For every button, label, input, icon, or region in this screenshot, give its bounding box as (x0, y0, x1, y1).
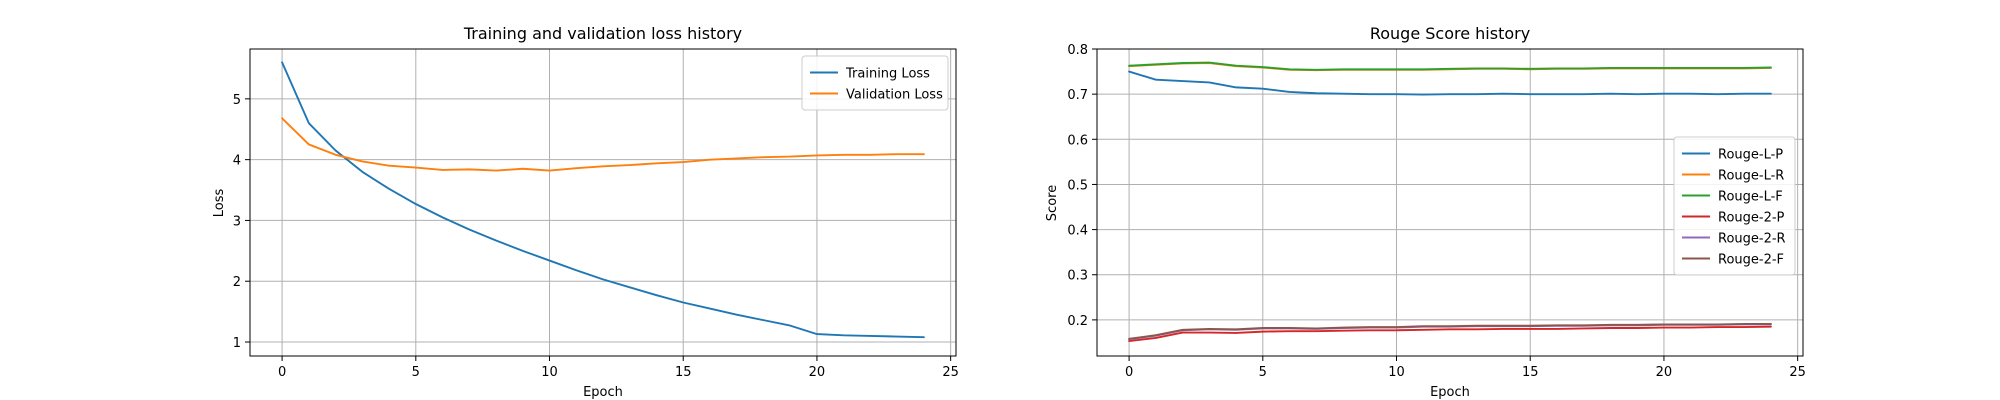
rouge-chart-legend-label-rouge-l-p: Rouge-L-P (1718, 148, 1783, 163)
loss-chart-legend-label-training-loss: Training Loss (845, 67, 930, 82)
rouge-chart-y-tick-label: 0.3 (1067, 269, 1088, 284)
rouge-chart-x-tick-label: 10 (1388, 365, 1405, 380)
loss-chart-y-axis-title: Loss (212, 189, 227, 218)
rouge-chart-x-tick-label: 15 (1522, 365, 1539, 380)
rouge-chart-series-rouge-2-f (1128, 323, 1772, 340)
loss-chart-x-tick-label: 25 (942, 365, 959, 380)
loss-chart-y-tick-label: 2 (233, 275, 241, 290)
rouge-chart-legend-label-rouge-2-p: Rouge-2-P (1718, 211, 1785, 226)
loss-chart-x-tick-label: 10 (541, 365, 558, 380)
rouge-chart-y-axis-title: Score (1045, 185, 1060, 221)
loss-chart-series-validation-loss (281, 117, 925, 172)
rouge-chart-y-tick-label: 0.6 (1067, 133, 1088, 148)
rouge-chart-y-tick-label: 0.7 (1067, 88, 1088, 103)
rouge-chart-x-axis-title: Epoch (1430, 385, 1470, 400)
rouge-chart-legend-label-rouge-2-r: Rouge-2-R (1718, 232, 1786, 247)
rouge-chart-legend-label-rouge-2-f: Rouge-2-F (1718, 253, 1784, 268)
rouge-chart-series-rouge-l-p (1128, 70, 1772, 96)
rouge-chart: Rouge Score history 0 5 10 15 20 25 0.2 0.3 0.4 0… (1045, 24, 1806, 400)
loss-chart-title: Training and validation loss history (463, 24, 742, 43)
loss-chart-y-tick-label: 4 (233, 154, 241, 169)
rouge-chart-legend-box (1673, 136, 1796, 276)
loss-chart-y-tick-label: 3 (233, 214, 241, 229)
rouge-chart-legend-label-rouge-l-r: Rouge-L-R (1718, 169, 1784, 184)
rouge-chart-series-rouge-2-p (1128, 325, 1772, 343)
rouge-chart-x-tick-label: 5 (1259, 365, 1267, 380)
loss-chart-y-tick-label: 5 (233, 93, 241, 108)
loss-chart-legend-label-validation-loss: Validation Loss (846, 88, 943, 103)
rouge-chart-x-tick-label: 20 (1656, 365, 1673, 380)
loss-chart-series-training-loss (281, 61, 925, 339)
loss-chart-x-tick-label: 20 (809, 365, 826, 380)
rouge-chart-legend-label-rouge-l-f: Rouge-L-F (1718, 190, 1783, 205)
rouge-chart-plot-area (1096, 48, 1804, 357)
loss-chart-x-tick-label: 5 (412, 365, 420, 380)
loss-chart-y-tick-label: 1 (233, 336, 241, 351)
rouge-chart-series-rouge-l-f (1128, 61, 1772, 71)
rouge-chart-y-tick-label: 0.2 (1067, 314, 1088, 329)
rouge-chart-y-tick-label: 0.8 (1067, 43, 1088, 58)
loss-chart-legend-box (801, 55, 949, 111)
loss-chart-x-tick-label: 0 (278, 365, 286, 380)
rouge-chart-y-tick-label: 0.4 (1067, 224, 1088, 239)
loss-chart-legend: Training Loss Validation Loss (801, 55, 949, 111)
rouge-chart-title: Rouge Score history (1370, 24, 1530, 43)
rouge-chart-x-tick-label: 25 (1789, 365, 1806, 380)
loss-chart-x-axis-title: Epoch (583, 385, 623, 400)
loss-chart: Training and validation loss history 0 5 1… (212, 24, 959, 400)
rouge-chart-legend: Rouge-L-P Rouge-L-R Rouge-L-F Rouge-2-P Roug… (1673, 136, 1796, 276)
loss-chart-x-tick-label: 15 (675, 365, 692, 380)
loss-chart-plot-area (249, 48, 957, 357)
rouge-chart-x-tick-label: 0 (1125, 365, 1133, 380)
rouge-chart-y-tick-label: 0.5 (1067, 178, 1088, 193)
